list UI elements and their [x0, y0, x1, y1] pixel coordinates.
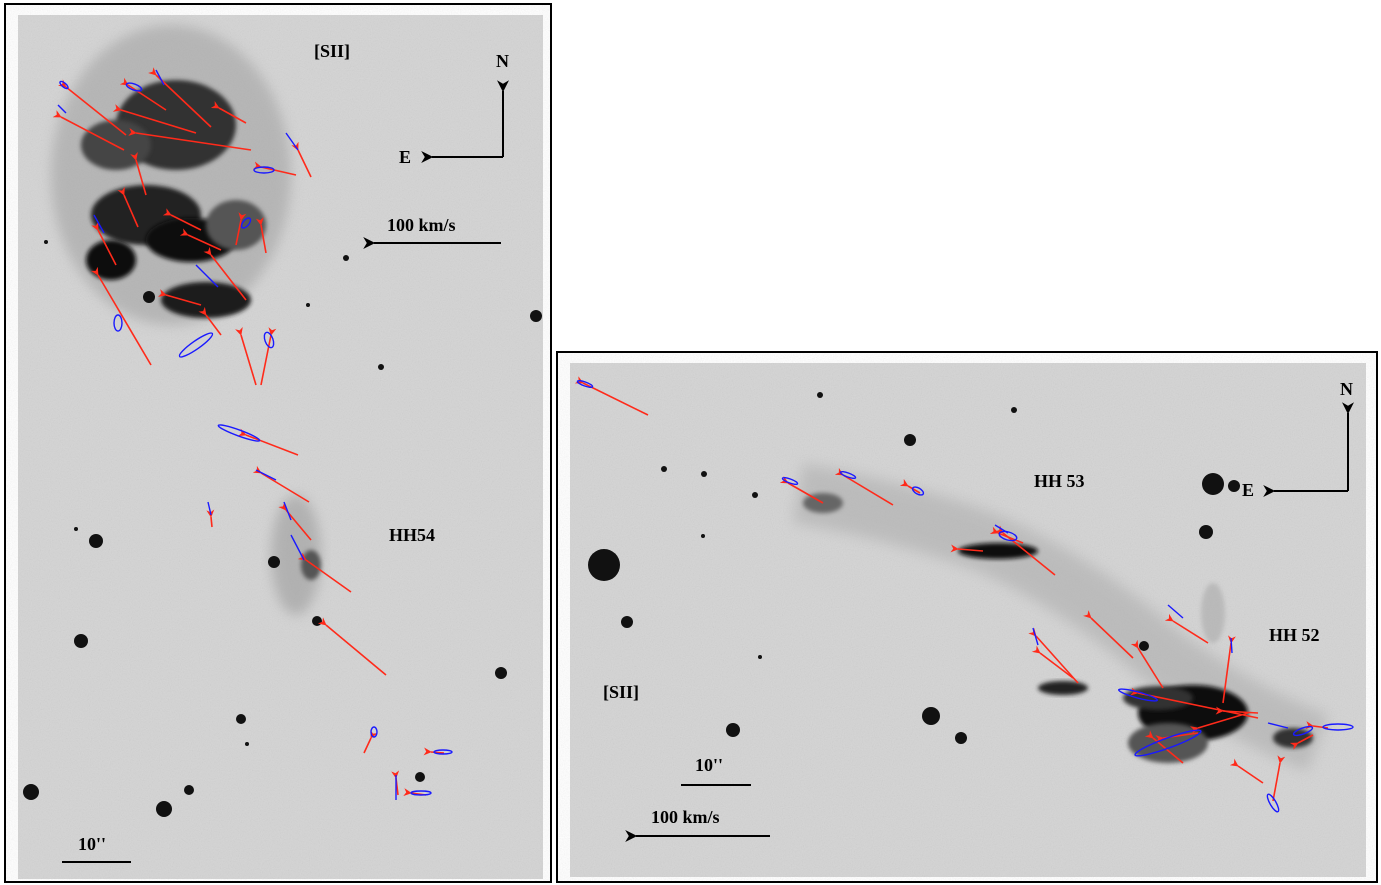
- compass-east-label: E: [1242, 480, 1254, 500]
- velocity-scale-label: 100 km/s: [387, 215, 456, 235]
- velocity-scale: 100 km/s: [363, 215, 501, 249]
- error-ellipses: [576, 379, 1354, 813]
- compass-north-label: N: [1340, 379, 1353, 399]
- velocity-scale: 100 km/s: [625, 807, 770, 842]
- hh52-hh53-image: HH 53 HH 52 [SII] N E 10'' 100 km/s: [570, 363, 1366, 877]
- hh52-hh53-panel: HH 53 HH 52 [SII] N E 10'' 100 km/s: [556, 351, 1378, 883]
- angular-scale-label: 10'': [695, 755, 723, 775]
- object-label-hh54: HH54: [389, 525, 435, 545]
- object-label-hh53: HH 53: [1034, 471, 1085, 491]
- angular-scale-bar: 10'': [681, 755, 751, 786]
- compass: N E: [399, 51, 509, 167]
- error-ellipses: [57, 69, 453, 800]
- compass-north-label: N: [496, 51, 509, 71]
- field-stars: [588, 392, 1240, 744]
- filter-label: [SII]: [314, 41, 350, 61]
- hh54-image: [SII] HH54 N E 100 km/s 10'': [18, 15, 543, 879]
- angular-scale-bar: 10'': [62, 834, 131, 863]
- sky-noise: [570, 363, 1366, 877]
- filter-label: [SII]: [603, 682, 639, 702]
- velocity-scale-label: 100 km/s: [651, 807, 720, 827]
- proper-motion-vectors: [574, 376, 1329, 802]
- compass-east-label: E: [399, 147, 411, 167]
- compass: N E: [1242, 379, 1354, 500]
- angular-scale-label: 10'': [78, 834, 106, 854]
- hh54-panel: [SII] HH54 N E 100 km/s 10'': [4, 3, 552, 883]
- object-label-hh52: HH 52: [1269, 625, 1320, 645]
